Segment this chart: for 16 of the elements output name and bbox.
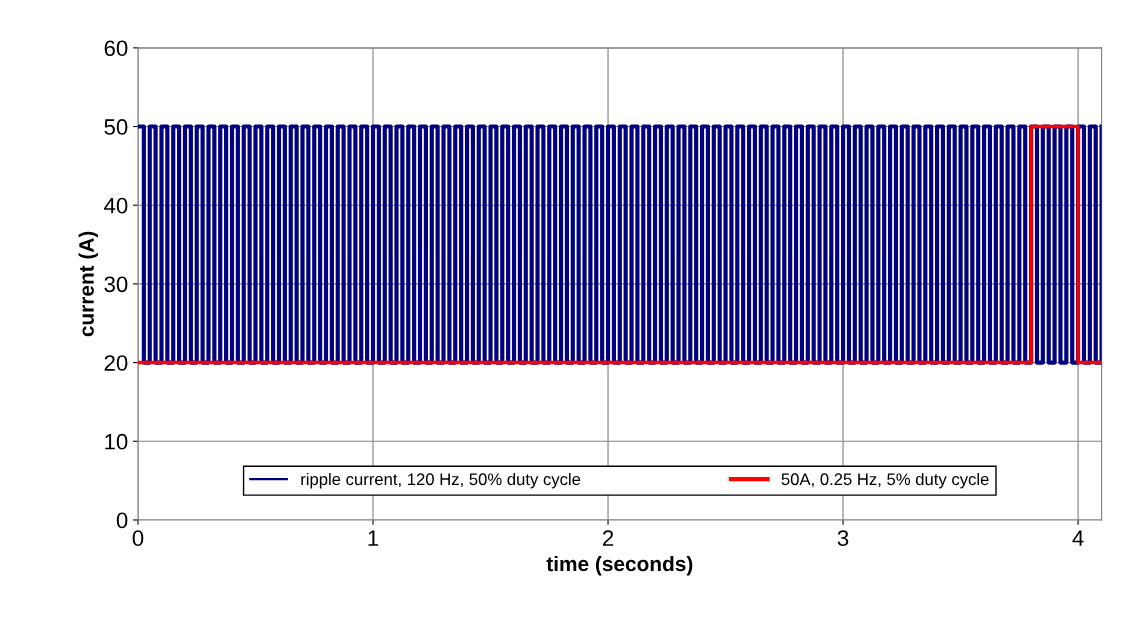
x-tick-label: 3 bbox=[837, 530, 849, 547]
y-tick-label: 50 bbox=[104, 119, 128, 135]
x-tick-label: 0 bbox=[132, 530, 144, 547]
y-tick-label: 10 bbox=[105, 433, 128, 450]
x-tick-label: 1 bbox=[368, 530, 379, 546]
y-tick-label: 20 bbox=[104, 355, 128, 371]
x-axis-title: time (seconds) bbox=[546, 555, 693, 576]
y-tick-label: 40 bbox=[104, 197, 128, 214]
x-tick-label: 2 bbox=[602, 530, 614, 546]
legend-label: ripple current, 120 Hz, 50% duty cycle bbox=[301, 472, 581, 489]
y-tick-label: 0 bbox=[116, 512, 128, 529]
y-tick-label: 30 bbox=[104, 276, 128, 293]
y-tick-label: 60 bbox=[104, 40, 128, 57]
y-axis-title: current (A) bbox=[78, 231, 98, 337]
legend-label: 50A, 0.25 Hz, 5% duty cycle bbox=[781, 472, 989, 489]
x-tick-label: 4 bbox=[1072, 530, 1084, 546]
